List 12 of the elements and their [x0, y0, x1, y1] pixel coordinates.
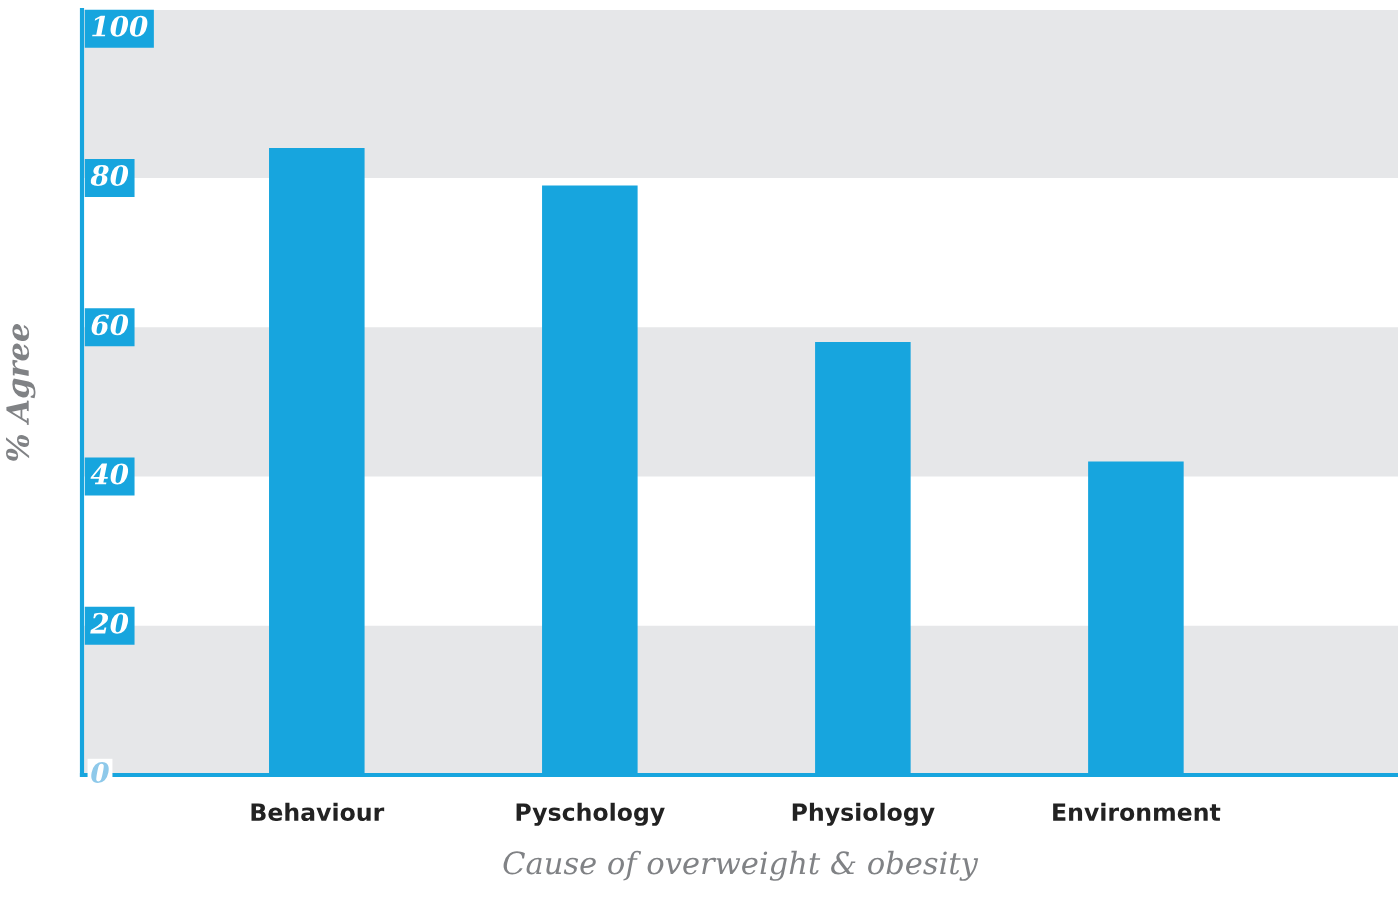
y-axis-title: % Agree	[6, 323, 36, 461]
y-tick-label: 40	[90, 463, 129, 485]
x-tick-label: Pyschology	[516, 802, 665, 826]
x-tick-label: Behaviour	[251, 802, 385, 822]
y-tick-label: 0	[91, 762, 109, 784]
y-tick-label: 20	[90, 612, 129, 634]
x-tick-label: Physiology	[792, 802, 935, 826]
x-tick-label: Environment	[1053, 802, 1221, 822]
y-tick-label: 60	[91, 314, 129, 336]
y-tick-label: 100	[92, 15, 148, 37]
x-axis-title: Cause of overweight & obesity	[503, 850, 979, 881]
y-tick-label: 80	[90, 164, 129, 186]
